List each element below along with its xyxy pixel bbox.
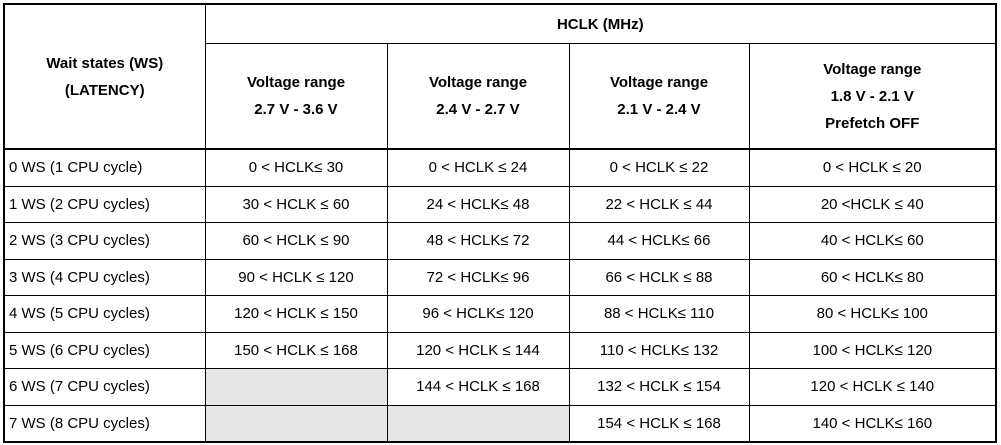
header-line: Wait states (WS) (46, 54, 164, 72)
table-cell: 80 < HCLK≤ 100 (748, 295, 997, 333)
table-cell: 60 < HCLK ≤ 90 (204, 222, 388, 260)
column-header: Voltage range 2.1 V - 2.4 V (568, 43, 750, 150)
table-cell: 7 WS (8 CPU cycles) (3, 404, 206, 443)
table-row: 1 WS (2 CPU cycles) 30 < HCLK ≤ 60 24 < HC… (3, 185, 997, 223)
table-row: 4 WS (5 CPU cycles) 120 < HCLK ≤ 150 96 < … (3, 295, 997, 333)
table-cell: 1 WS (2 CPU cycles) (3, 185, 206, 223)
table-row: 3 WS (4 CPU cycles) 90 < HCLK ≤ 120 72 < H… (3, 258, 997, 296)
table-cell: 40 < HCLK≤ 60 (748, 222, 997, 260)
table-cell: 90 < HCLK ≤ 120 (204, 258, 388, 296)
header-line: HCLK (MHz) (556, 15, 644, 33)
table-cell: 20 <HCLK ≤ 40 (748, 185, 997, 223)
table-cell: 150 < HCLK ≤ 168 (204, 331, 388, 369)
corner-header: Wait states (WS) (LATENCY) (3, 3, 206, 150)
table-cell: 72 < HCLK≤ 96 (386, 258, 570, 296)
group-header: HCLK (MHz) (204, 3, 997, 44)
header-line: Prefetch OFF (825, 114, 920, 132)
table-row: 6 WS (7 CPU cycles) 144 < HCLK ≤ 168 132 <… (3, 368, 997, 406)
table-cell: 154 < HCLK ≤ 168 (568, 404, 750, 443)
empty-cell (386, 404, 570, 443)
table-row: 7 WS (8 CPU cycles) 154 < HCLK ≤ 168 140 <… (3, 404, 997, 443)
table-row: 2 WS (3 CPU cycles) 60 < HCLK ≤ 90 48 < HC… (3, 222, 997, 260)
table-cell: 132 < HCLK ≤ 154 (568, 368, 750, 406)
table-cell: 0 WS (1 CPU cycle) (3, 148, 206, 187)
table-cell: 88 < HCLK≤ 110 (568, 295, 750, 333)
table-cell: 0 < HCLK≤ 30 (204, 148, 388, 187)
table-cell: 120 < HCLK ≤ 150 (204, 295, 388, 333)
table-row: 5 WS (6 CPU cycles) 150 < HCLK ≤ 168 120 <… (3, 331, 997, 369)
header-line: 1.8 V - 2.1 V (830, 87, 914, 105)
header-line: Voltage range (428, 74, 528, 91)
table-cell: 100 < HCLK≤ 120 (748, 331, 997, 369)
table-cell: 30 < HCLK ≤ 60 (204, 185, 388, 223)
table-cell: 0 < HCLK ≤ 20 (748, 148, 997, 187)
table-cell: 144 < HCLK ≤ 168 (386, 368, 570, 406)
table-cell: 120 < HCLK ≤ 140 (748, 368, 997, 406)
table-cell: 66 < HCLK ≤ 88 (568, 258, 750, 296)
header-line: Voltage range (609, 74, 709, 91)
header-row: Wait states (WS) (LATENCY) HCLK (MHz) (3, 3, 997, 150)
header-line: 2.7 V - 3.6 V (254, 101, 338, 118)
table-cell: 24 < HCLK≤ 48 (386, 185, 570, 223)
column-header: Voltage range 1.8 V - 2.1 V Prefetch OFF (748, 43, 997, 150)
header-line: 2.1 V - 2.4 V (617, 101, 701, 118)
table-cell: 120 < HCLK ≤ 144 (386, 331, 570, 369)
header-line: Voltage range (823, 60, 922, 78)
header-line: Voltage range (246, 74, 346, 91)
table-cell: 60 < HCLK≤ 80 (748, 258, 997, 296)
column-header: Voltage range 2.7 V - 3.6 V (204, 43, 388, 150)
hclk-table: Wait states (WS) (LATENCY) HCLK (MHz) Volta… (3, 3, 998, 443)
table-cell: 110 < HCLK≤ 132 (568, 331, 750, 369)
table-cell: 2 WS (3 CPU cycles) (3, 222, 206, 260)
header-line: 2.4 V - 2.7 V (436, 101, 520, 118)
table-cell: 5 WS (6 CPU cycles) (3, 331, 206, 369)
table-cell: 6 WS (7 CPU cycles) (3, 368, 206, 406)
table-header: Wait states (WS) (LATENCY) HCLK (MHz) Volta… (3, 3, 997, 150)
table-cell: 44 < HCLK≤ 66 (568, 222, 750, 260)
table-cell: 22 < HCLK ≤ 44 (568, 185, 750, 223)
table-body: 0 WS (1 CPU cycle) 0 < HCLK≤ 30 0 < HCLK ≤… (3, 148, 997, 443)
table-cell: 96 < HCLK≤ 120 (386, 295, 570, 333)
table-cell: 3 WS (4 CPU cycles) (3, 258, 206, 296)
table-cell: 0 < HCLK ≤ 24 (386, 148, 570, 187)
header-line: (LATENCY) (64, 81, 145, 99)
table-cell: 4 WS (5 CPU cycles) (3, 295, 206, 333)
table-cell: 140 < HCLK≤ 160 (748, 404, 997, 443)
table-row: 0 WS (1 CPU cycle) 0 < HCLK≤ 30 0 < HCLK ≤… (3, 148, 997, 187)
empty-cell (204, 368, 388, 406)
table-cell: 48 < HCLK≤ 72 (386, 222, 570, 260)
column-header: Voltage range 2.4 V - 2.7 V (386, 43, 570, 150)
header-row: Voltage range 2.7 V - 3.6 V Voltage range 2… (4, 43, 997, 150)
table-cell: 0 < HCLK ≤ 22 (568, 148, 750, 187)
empty-cell (204, 404, 388, 443)
